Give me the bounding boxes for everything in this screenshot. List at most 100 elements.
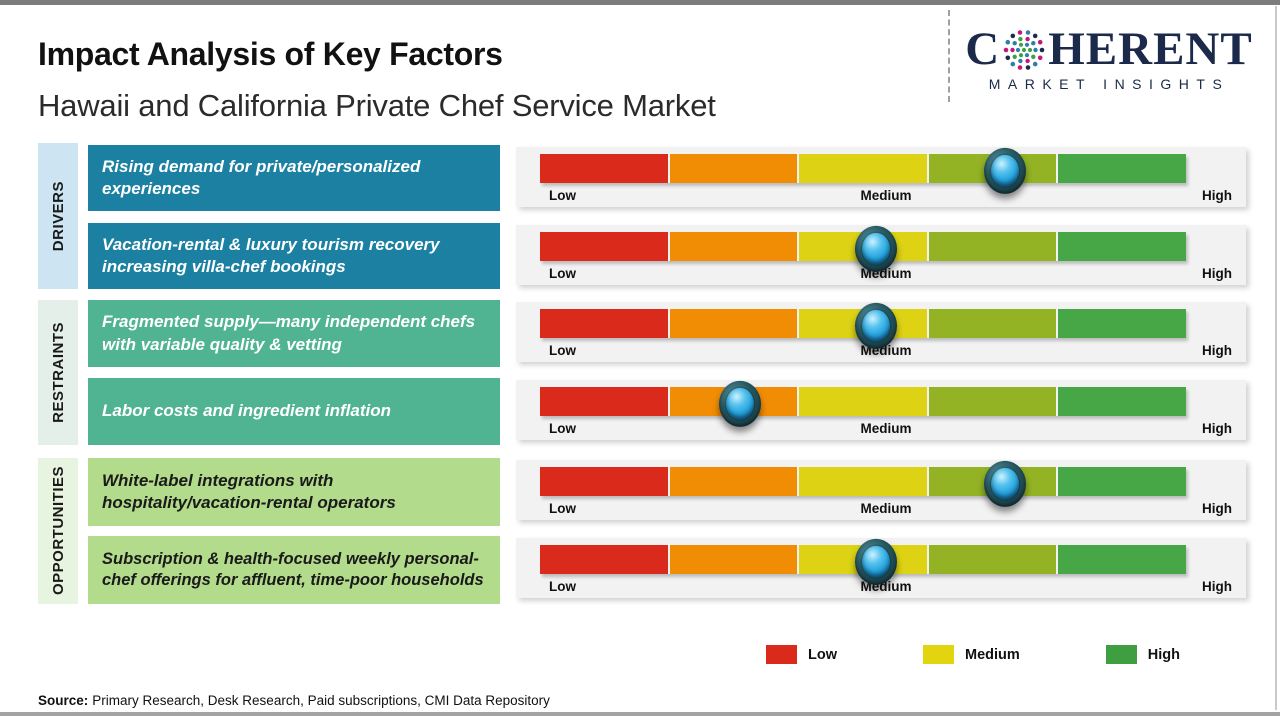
scale-segment [540,232,668,261]
impact-marker [854,538,897,585]
scale-segment [669,545,798,574]
scale-label-medium: Medium [860,421,912,436]
legend: Low Medium High [766,645,1180,664]
legend-label-high: High [1147,646,1180,663]
impact-scale-panel: Low Medium High [516,225,1246,285]
scale-labels: Low Medium High [540,188,1232,204]
scale-label-medium: Medium [860,501,912,516]
scale-segment [540,154,668,183]
factor-box: Labor costs and ingredient inflation [88,378,500,445]
scale-segment [540,387,668,416]
scale-label-high: High [1202,421,1232,436]
scale-label-low: Low [549,421,576,436]
brand-wordmark-rest: HERENT [1048,23,1253,75]
source-note: Source: Primary Research, Desk Research, … [38,693,550,708]
scale-label-high: High [1202,343,1232,358]
scale-segment [540,309,668,338]
scale-label-high: High [1202,266,1232,281]
scale-segment [799,387,927,416]
impact-marker [984,460,1027,507]
impact-marker [984,147,1027,194]
scale-segment [928,545,1057,574]
factor-label: Rising demand for private/personalized e… [102,156,421,198]
scale-segment [669,154,798,183]
factor-row: Labor costs and ingredient inflation Low… [0,378,1280,445]
brand-wordmark: C HERENT [958,26,1260,73]
impact-scale-panel: Low Medium High [516,302,1246,362]
scale-label-low: Low [549,501,576,516]
legend-label-low: Low [808,646,837,663]
source-text: Primary Research, Desk Research, Paid su… [92,693,550,708]
legend-swatch-medium [923,645,954,664]
scale-segment [928,232,1057,261]
factor-box: Subscription & health-focused weekly per… [88,536,500,604]
impact-scale-bar [540,460,1186,507]
scale-segment [799,467,927,496]
scale-labels: Low Medium High [540,266,1232,282]
scale-segment [1058,467,1186,496]
factor-row: Fragmented supply—many independent chefs… [0,300,1280,367]
impact-scale-bar [540,225,1186,272]
scale-segment [1058,545,1186,574]
page-subtitle: Hawaii and California Private Chef Servi… [38,88,716,123]
factor-row: Vacation-rental & luxury tourism recover… [0,223,1280,289]
legend-item-high: High [1105,645,1180,664]
top-edge-bar [0,0,1280,5]
impact-scale-bar [540,538,1186,585]
scale-label-medium: Medium [860,188,912,203]
impact-marker [719,380,762,427]
scale-segment [669,309,798,338]
factor-row: Rising demand for private/personalized e… [0,145,1280,211]
impact-scale-bar [540,302,1186,349]
scale-label-low: Low [549,343,576,358]
factor-box: Vacation-rental & luxury tourism recover… [88,223,500,289]
impact-marker [854,225,897,272]
brand-letter-c: C [965,23,1001,75]
scale-segment [669,467,798,496]
factor-label: Subscription & health-focused weekly per… [102,549,484,589]
factor-label: White-label integrations with hospitalit… [102,470,396,512]
brand-tagline: MARKET INSIGHTS [988,76,1230,92]
impact-marker [854,302,897,349]
legend-item-medium: Medium [923,645,1020,664]
scale-segment [799,154,927,183]
impact-scale-panel: Low Medium High [516,147,1246,207]
impact-scale-panel: Low Medium High [516,460,1246,520]
scale-label-low: Low [549,579,576,594]
bottom-edge-bar [0,712,1280,716]
scale-segment [928,387,1057,416]
factor-box: White-label integrations with hospitalit… [88,458,500,526]
scale-segment [540,545,668,574]
scale-labels: Low Medium High [540,501,1232,517]
scale-segment [540,467,668,496]
factor-label: Labor costs and ingredient inflation [102,401,392,421]
scale-labels: Low Medium High [540,421,1232,437]
legend-label-medium: Medium [965,646,1020,663]
page-title: Impact Analysis of Key Factors [38,36,503,72]
globe-icon [1003,29,1045,70]
legend-item-low: Low [766,645,837,664]
factor-label: Fragmented supply—many independent chefs… [102,312,476,354]
scale-label-low: Low [549,188,576,203]
scale-segment [1058,387,1186,416]
right-edge-line [1275,6,1277,710]
source-prefix: Source: [38,693,89,708]
factor-row: White-label integrations with hospitalit… [0,458,1280,526]
scale-segment [928,309,1057,338]
brand-logo: C HERENT MARKET INSIGHTS [958,26,1260,93]
factor-row: Subscription & health-focused weekly per… [0,536,1280,604]
scale-label-high: High [1202,188,1232,203]
legend-swatch-low [766,645,797,664]
group-strip-opportunities: OPPORTUNITIES [38,458,78,604]
factor-box: Rising demand for private/personalized e… [88,145,500,211]
scale-segment [1058,232,1186,261]
factor-box: Fragmented supply—many independent chefs… [88,300,500,367]
impact-scale-panel: Low Medium High [516,380,1246,440]
factor-label: Vacation-rental & luxury tourism recover… [102,234,440,276]
group-strip-restraints: RESTRAINTS [38,300,78,445]
impact-scale-panel: Low Medium High [516,538,1246,598]
group-strip-drivers: DRIVERS [38,143,78,289]
scale-label-high: High [1202,579,1232,594]
impact-scale-bar [540,147,1186,194]
